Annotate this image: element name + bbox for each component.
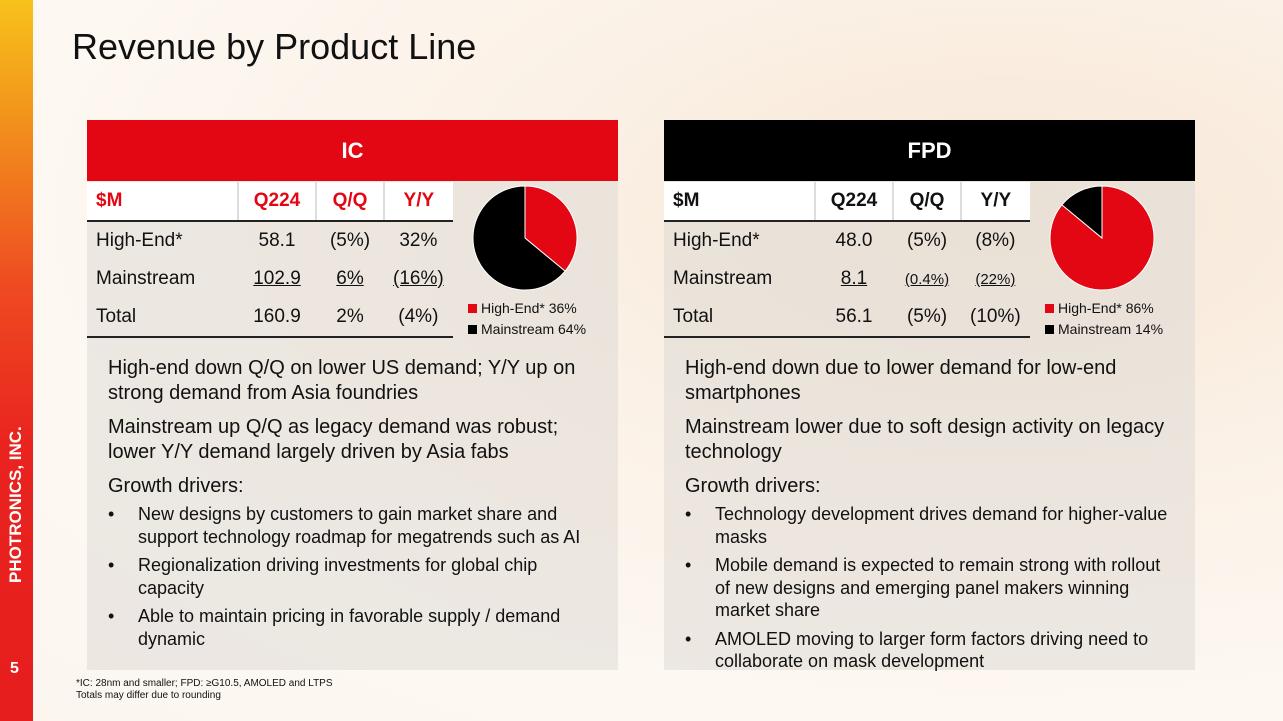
cell-yy: 32% (399, 230, 438, 251)
footnote-line: *IC: 28nm and smaller; FPD: ≥G10.5, AMOL… (76, 678, 333, 689)
col-header: Q224 (814, 182, 893, 222)
cell-yy: (8%) (975, 230, 1016, 251)
note-text: High-end down due to lower demand for lo… (685, 357, 1117, 404)
table-header-row: $M Q224 Q/Q Y/Y (664, 182, 1030, 222)
cell-value: (22%) (975, 271, 1016, 288)
col-header: $M (664, 182, 815, 222)
cell-q224: 8.1 (815, 260, 893, 298)
pie-slice-highend (1049, 185, 1155, 291)
cell-value: 6% (336, 268, 364, 289)
list-item: Regionalization driving investments for … (108, 554, 603, 599)
list-item: Able to maintain pricing in favorable su… (108, 605, 603, 650)
legend-item: High-End* 86% (1045, 298, 1163, 319)
page-title: Revenue by Product Line (72, 26, 477, 67)
ic-pie-legend: High-End* 36% Mainstream 64% (468, 298, 586, 340)
fpd-pie-chart (1049, 185, 1155, 291)
row-label: Total (664, 298, 815, 338)
note-text: Mainstream lower due to soft design acti… (685, 416, 1165, 463)
col-header: Y/Y (960, 182, 1030, 222)
cell-qq: 2% (316, 298, 384, 338)
cell-qq: 6% (316, 260, 384, 298)
pie-slice-mainstream (1061, 185, 1103, 240)
cell-yy: (4%) (384, 298, 453, 338)
table-row: Mainstream 8.1 (0.4%) (22%) (664, 260, 1030, 298)
cell-qq: (5%) (893, 298, 961, 338)
row-label: Total (87, 298, 238, 338)
fpd-notes: High-end down due to lower demand for lo… (685, 356, 1180, 679)
growth-heading: Growth drivers: (685, 475, 821, 497)
cell-qq: (5%) (906, 230, 948, 251)
cell-value: (0.4%) (904, 271, 950, 288)
table-row-total: Total 56.1 (5%) (10%) (664, 298, 1030, 338)
note-text: High-end down Q/Q on lower US demand; Y/… (108, 357, 576, 404)
cell-yy: (10%) (961, 298, 1030, 338)
row-label: Mainstream (673, 268, 773, 289)
legend-swatch-red (468, 304, 477, 313)
legend-label: High-End* 36% (481, 300, 577, 316)
ic-notes: High-end down Q/Q on lower US demand; Y/… (108, 356, 603, 656)
ic-pie-chart (472, 185, 578, 291)
page-number: 5 (10, 660, 19, 677)
list-item: Technology development drives demand for… (685, 503, 1180, 548)
row-label: High-End* (96, 230, 183, 251)
fpd-pie-legend: High-End* 86% Mainstream 14% (1045, 298, 1163, 340)
legend-swatch-black (1045, 325, 1054, 334)
pie-slice-highend (524, 185, 578, 272)
fpd-panel: FPD $M Q224 Q/Q Y/Y High-End* 48.0 (5%) … (664, 120, 1195, 671)
col-header: Q224 (237, 182, 316, 222)
list-item: AMOLED moving to larger form factors dri… (685, 628, 1180, 673)
ic-table: $M Q224 Q/Q Y/Y High-End* 58.1 (5%) 32% … (87, 182, 453, 338)
legend-item: Mainstream 64% (468, 319, 586, 340)
col-header: $M (87, 182, 238, 222)
table-row: High-End* 58.1 (5%) 32% (87, 221, 453, 260)
table-row: Mainstream 102.9 6% (16%) (87, 260, 453, 298)
ic-panel: IC $M Q224 Q/Q Y/Y High-End* 58.1 (5%) 3… (87, 120, 618, 670)
footnote-line: Totals may differ due to rounding (76, 690, 221, 701)
drivers-list: Technology development drives demand for… (685, 503, 1180, 673)
col-header: Y/Y (383, 182, 453, 222)
cell-q224: 56.1 (815, 298, 893, 338)
table-row: High-End* 48.0 (5%) (8%) (664, 221, 1030, 260)
cell-q224: 48.0 (835, 230, 873, 251)
cell-value: 8.1 (840, 268, 868, 289)
row-label: High-End* (673, 230, 760, 251)
fpd-header: FPD (664, 120, 1195, 181)
cell-q224: 102.9 (238, 260, 316, 298)
row-label: Mainstream (96, 268, 196, 289)
note-text: Mainstream up Q/Q as legacy demand was r… (108, 416, 559, 463)
cell-value: (16%) (393, 268, 444, 289)
col-header: Q/Q (315, 182, 384, 222)
legend-label: Mainstream 14% (1058, 321, 1164, 337)
cell-value: 102.9 (253, 268, 301, 289)
col-header: Q/Q (892, 182, 961, 222)
ic-header: IC (87, 120, 618, 181)
legend-swatch-black (468, 325, 477, 334)
table-header-row: $M Q224 Q/Q Y/Y (87, 182, 453, 222)
footnote: *IC: 28nm and smaller; FPD: ≥G10.5, AMOL… (76, 678, 333, 702)
cell-q224: 160.9 (238, 298, 316, 338)
growth-heading: Growth drivers: (108, 475, 244, 497)
list-item: Mobile demand is expected to remain stro… (685, 554, 1180, 622)
cell-yy: (22%) (961, 260, 1030, 298)
cell-q224: 58.1 (258, 230, 296, 251)
legend-swatch-red (1045, 304, 1054, 313)
drivers-list: New designs by customers to gain market … (108, 503, 603, 650)
legend-item: High-End* 36% (468, 298, 586, 319)
pie-slice-mainstream (472, 185, 566, 291)
list-item: New designs by customers to gain market … (108, 503, 603, 548)
cell-qq: (0.4%) (893, 260, 961, 298)
table-row-total: Total 160.9 2% (4%) (87, 298, 453, 338)
legend-label: Mainstream 64% (481, 321, 587, 337)
legend-label: High-End* 86% (1058, 300, 1154, 316)
legend-item: Mainstream 14% (1045, 319, 1163, 340)
cell-yy: (16%) (384, 260, 453, 298)
sidebar-stripe: PHOTRONICS, INC. 5 (0, 0, 33, 721)
company-name: PHOTRONICS, INC. (6, 426, 25, 583)
fpd-table: $M Q224 Q/Q Y/Y High-End* 48.0 (5%) (8%)… (664, 182, 1030, 338)
cell-qq: (5%) (329, 230, 371, 251)
